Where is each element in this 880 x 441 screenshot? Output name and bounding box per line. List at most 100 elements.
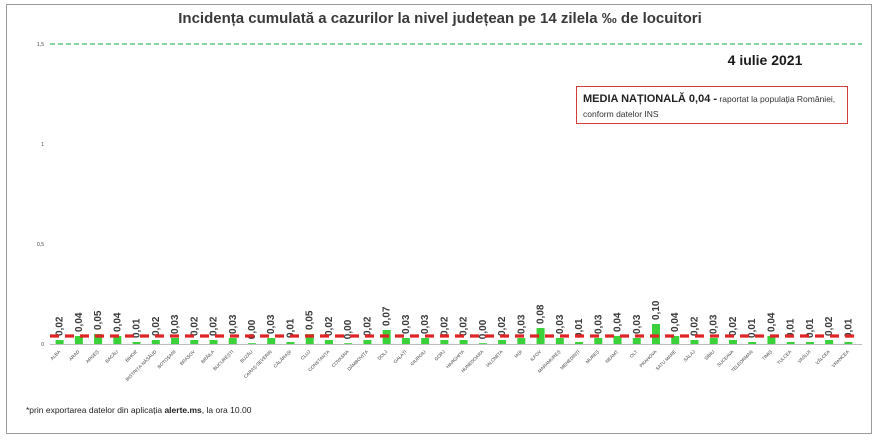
bar xyxy=(690,340,699,344)
bar-value-label: 0,04 xyxy=(74,312,85,332)
bar xyxy=(440,340,449,344)
bar-value-label: 0,02 xyxy=(189,316,200,336)
x-tick-label: BUCUREȘTI xyxy=(212,349,234,371)
bar-value-label: 0,01 xyxy=(747,318,758,338)
bar-value-label: 0,03 xyxy=(632,314,643,334)
x-tick-label: PRAHOVA xyxy=(639,349,659,369)
x-tick-label: SĂLAJ xyxy=(682,348,696,362)
bar xyxy=(363,340,372,344)
bar xyxy=(555,338,564,344)
bar xyxy=(267,338,276,344)
bar xyxy=(228,338,237,344)
bar-value-label: 0,04 xyxy=(670,312,681,332)
bar-value-label: 0,04 xyxy=(613,312,624,332)
x-tick-label: IAȘI xyxy=(513,349,523,359)
chart-title: Incidența cumulată a cazurilor la nivel … xyxy=(178,10,702,27)
x-tick-label: SIBIU xyxy=(703,349,715,361)
bar-value-label: 0,02 xyxy=(362,316,373,336)
x-tick-label: MEHEDINȚI xyxy=(559,349,580,370)
bar xyxy=(652,324,660,344)
bar-value-label: 0,03 xyxy=(709,314,720,334)
bar-value-label: 0,02 xyxy=(55,316,66,336)
x-tick-label: BRAȘOV xyxy=(179,349,197,367)
bar xyxy=(190,340,199,344)
bar xyxy=(709,338,718,344)
bar-value-label: 0,02 xyxy=(689,316,700,336)
bar-value-label: 0,01 xyxy=(843,318,854,338)
x-tick-label: VASLUI xyxy=(797,349,812,364)
bar xyxy=(536,328,545,344)
bar-value-label: 0,03 xyxy=(170,314,181,334)
x-tick-label: VÂLCEA xyxy=(814,348,832,366)
bar-value-label: 0,03 xyxy=(420,314,431,334)
bar-value-label: 0,01 xyxy=(132,318,143,338)
x-tick-label: GALAȚI xyxy=(393,349,408,364)
bar xyxy=(805,342,814,344)
bar xyxy=(171,338,180,344)
bar-value-label: 0,00 xyxy=(247,319,258,339)
bar xyxy=(209,340,218,344)
bar-value-label: 0,01 xyxy=(786,318,797,338)
bar xyxy=(844,342,853,344)
bar-value-label: 0,10 xyxy=(651,300,662,320)
y-tick-label: 0,5 xyxy=(37,242,44,248)
bar xyxy=(632,338,641,344)
bar-value-label: 0,08 xyxy=(536,304,547,324)
bar xyxy=(113,336,122,344)
x-tick-label: SATU MARE xyxy=(655,349,677,371)
bar-value-label: 0,01 xyxy=(285,318,296,338)
x-tick-label: DOLJ xyxy=(377,349,389,361)
bar-value-label: 0,03 xyxy=(401,314,412,334)
x-tick-label: BACĂU xyxy=(104,348,119,363)
date-label: 4 iulie 2021 xyxy=(727,52,803,68)
x-tick-label: TULCEA xyxy=(776,349,793,366)
bar-value-label: 0,05 xyxy=(305,310,316,330)
footnote-prefix: *prin exportarea datelor din aplicația xyxy=(26,405,165,415)
x-tick-label: BRĂILA xyxy=(199,348,215,364)
bar xyxy=(671,336,680,344)
x-tick-label: SUCEAVA xyxy=(716,349,735,368)
bar-value-label: 0,01 xyxy=(574,318,585,338)
bar xyxy=(613,336,622,344)
bar-value-label: 0,03 xyxy=(555,314,566,334)
bar-value-label: 0,03 xyxy=(266,314,277,334)
x-tick-label: GIURGIU xyxy=(409,349,426,366)
national-average-heading: MEDIA NAȚIONALĂ 0,04 - xyxy=(583,93,718,105)
bar-value-label: 0,04 xyxy=(766,312,777,332)
x-tick-label: CONSTANȚA xyxy=(307,349,331,373)
bar xyxy=(248,343,256,344)
bar-value-label: 0,02 xyxy=(209,316,220,336)
bar-value-label: 0,02 xyxy=(151,316,162,336)
bar-value-label: 0,03 xyxy=(228,314,239,334)
bar xyxy=(55,340,64,344)
bar-value-label: 0,02 xyxy=(824,316,835,336)
bar xyxy=(286,342,295,344)
footnote: *prin exportarea datelor din aplicația a… xyxy=(26,405,251,415)
bar xyxy=(151,340,160,344)
x-tick-label: BUZĂU xyxy=(238,348,253,363)
bar xyxy=(324,340,333,344)
x-tick-label: TIMIȘ xyxy=(761,349,773,361)
bar-value-label: 0,04 xyxy=(112,312,123,332)
bar-value-label: 0,02 xyxy=(497,316,508,336)
bar-value-label: 0,07 xyxy=(382,306,393,326)
national-average-source: conform datelor INS xyxy=(583,108,659,119)
x-tick-label: GORJ xyxy=(434,349,447,362)
x-tick-label: ALBA xyxy=(49,349,62,362)
bar-value-label: 0,02 xyxy=(459,316,470,336)
x-tick-label: BOTOȘANI xyxy=(156,349,176,369)
bar xyxy=(401,338,410,344)
bar xyxy=(132,342,141,344)
bar-value-label: 0,02 xyxy=(324,316,335,336)
bar xyxy=(517,338,526,344)
bar-value-label: 0,03 xyxy=(593,314,604,334)
x-tick-label: ILFOV xyxy=(529,349,543,363)
bar-value-label: 0,00 xyxy=(343,319,354,339)
x-tick-label: VRANCEA xyxy=(831,349,851,369)
x-tick-label: OLT xyxy=(629,349,639,359)
x-tick-label: ARGEȘ xyxy=(85,349,100,364)
bar xyxy=(478,343,487,344)
chart-frame xyxy=(6,4,872,434)
x-tick-label: DÂMBOVIȚA xyxy=(346,348,370,372)
